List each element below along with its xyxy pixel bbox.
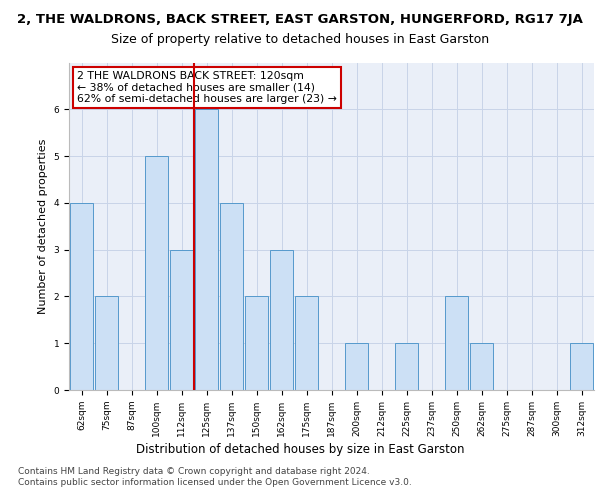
Bar: [70, 203, 93, 390]
Bar: [270, 250, 293, 390]
Y-axis label: Number of detached properties: Number of detached properties: [38, 138, 48, 314]
Bar: [345, 343, 368, 390]
Bar: [195, 110, 218, 390]
Text: Size of property relative to detached houses in East Garston: Size of property relative to detached ho…: [111, 32, 489, 46]
Bar: [95, 296, 118, 390]
Bar: [570, 343, 593, 390]
Bar: [470, 343, 493, 390]
Text: 2 THE WALDRONS BACK STREET: 120sqm
← 38% of detached houses are smaller (14)
62%: 2 THE WALDRONS BACK STREET: 120sqm ← 38%…: [77, 70, 337, 104]
Bar: [245, 296, 268, 390]
Text: 2, THE WALDRONS, BACK STREET, EAST GARSTON, HUNGERFORD, RG17 7JA: 2, THE WALDRONS, BACK STREET, EAST GARST…: [17, 12, 583, 26]
Bar: [145, 156, 168, 390]
Bar: [395, 343, 418, 390]
Bar: [220, 203, 243, 390]
Bar: [295, 296, 318, 390]
Text: Contains HM Land Registry data © Crown copyright and database right 2024.
Contai: Contains HM Land Registry data © Crown c…: [18, 468, 412, 487]
Bar: [445, 296, 468, 390]
Bar: [170, 250, 193, 390]
Text: Distribution of detached houses by size in East Garston: Distribution of detached houses by size …: [136, 442, 464, 456]
